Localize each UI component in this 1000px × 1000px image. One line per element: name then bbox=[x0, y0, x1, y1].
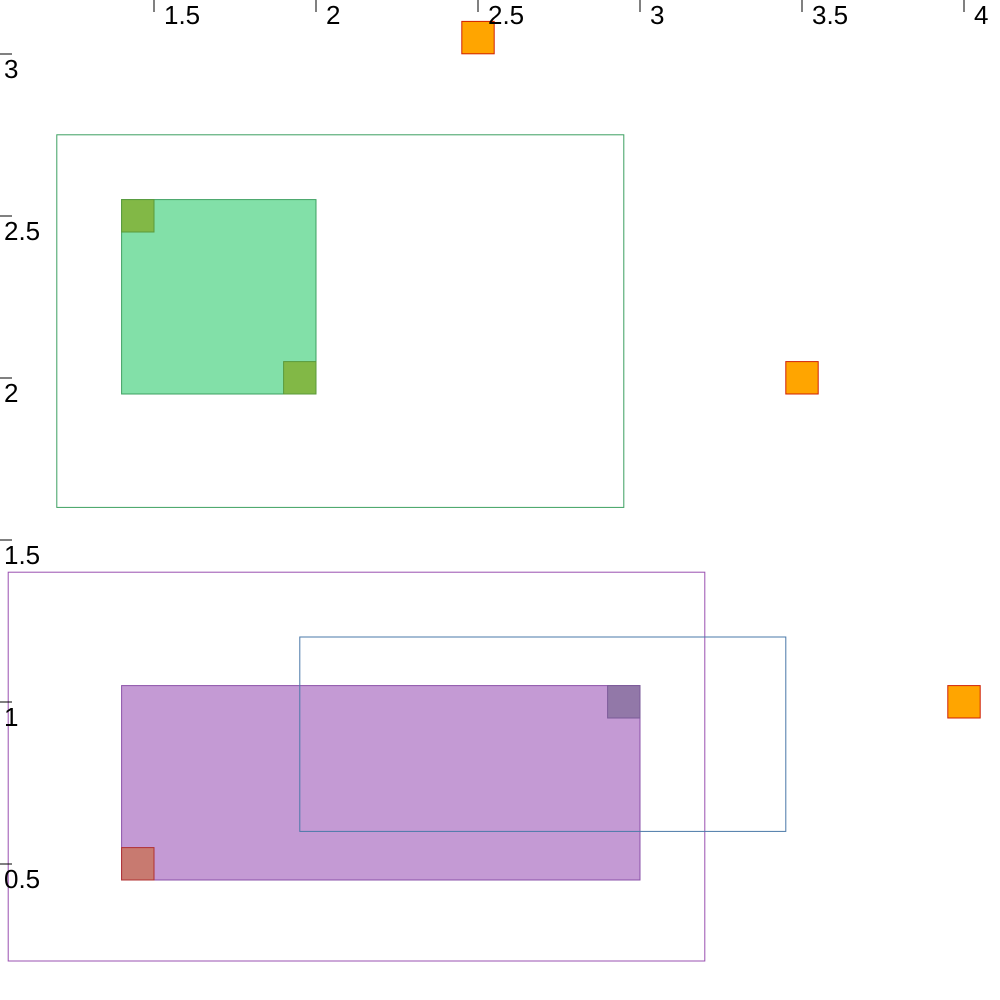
x-tick-label: 2.5 bbox=[488, 0, 524, 30]
orange-marker-top bbox=[461, 20, 495, 55]
x-axis-ticks: 1.5 2 2.5 3 3.5 4 bbox=[153, 0, 988, 30]
y-axis-ticks: 3 2.5 2 1.5 1 0.5 bbox=[0, 53, 40, 894]
y-tick-label: 1.5 bbox=[4, 540, 40, 570]
rect-layer bbox=[7, 20, 981, 962]
y-tick-label: 0.5 bbox=[4, 864, 40, 894]
x-tick-label: 3.5 bbox=[812, 0, 848, 30]
green-marker-bottom-right bbox=[283, 361, 317, 395]
red-marker-bottom-left bbox=[121, 847, 155, 881]
orange-marker-middle bbox=[785, 361, 819, 395]
y-tick-label: 1 bbox=[4, 702, 18, 732]
purple-outline-rect bbox=[7, 571, 706, 962]
y-tick-label: 2 bbox=[4, 378, 18, 408]
orange-marker-right bbox=[947, 685, 981, 719]
purple-marker-top-right bbox=[607, 685, 641, 719]
purple-filled-rect bbox=[121, 685, 641, 881]
y-tick-label: 3 bbox=[4, 54, 18, 84]
x-tick-label: 2 bbox=[326, 0, 340, 30]
y-tick-label: 2.5 bbox=[4, 216, 40, 246]
x-tick-label: 4 bbox=[974, 0, 988, 30]
green-marker-top-left bbox=[121, 199, 155, 233]
x-tick-label: 1.5 bbox=[164, 0, 200, 30]
green-outline-rect bbox=[56, 134, 625, 508]
x-tick-label: 3 bbox=[650, 0, 664, 30]
blue-outline-rect bbox=[299, 636, 787, 832]
